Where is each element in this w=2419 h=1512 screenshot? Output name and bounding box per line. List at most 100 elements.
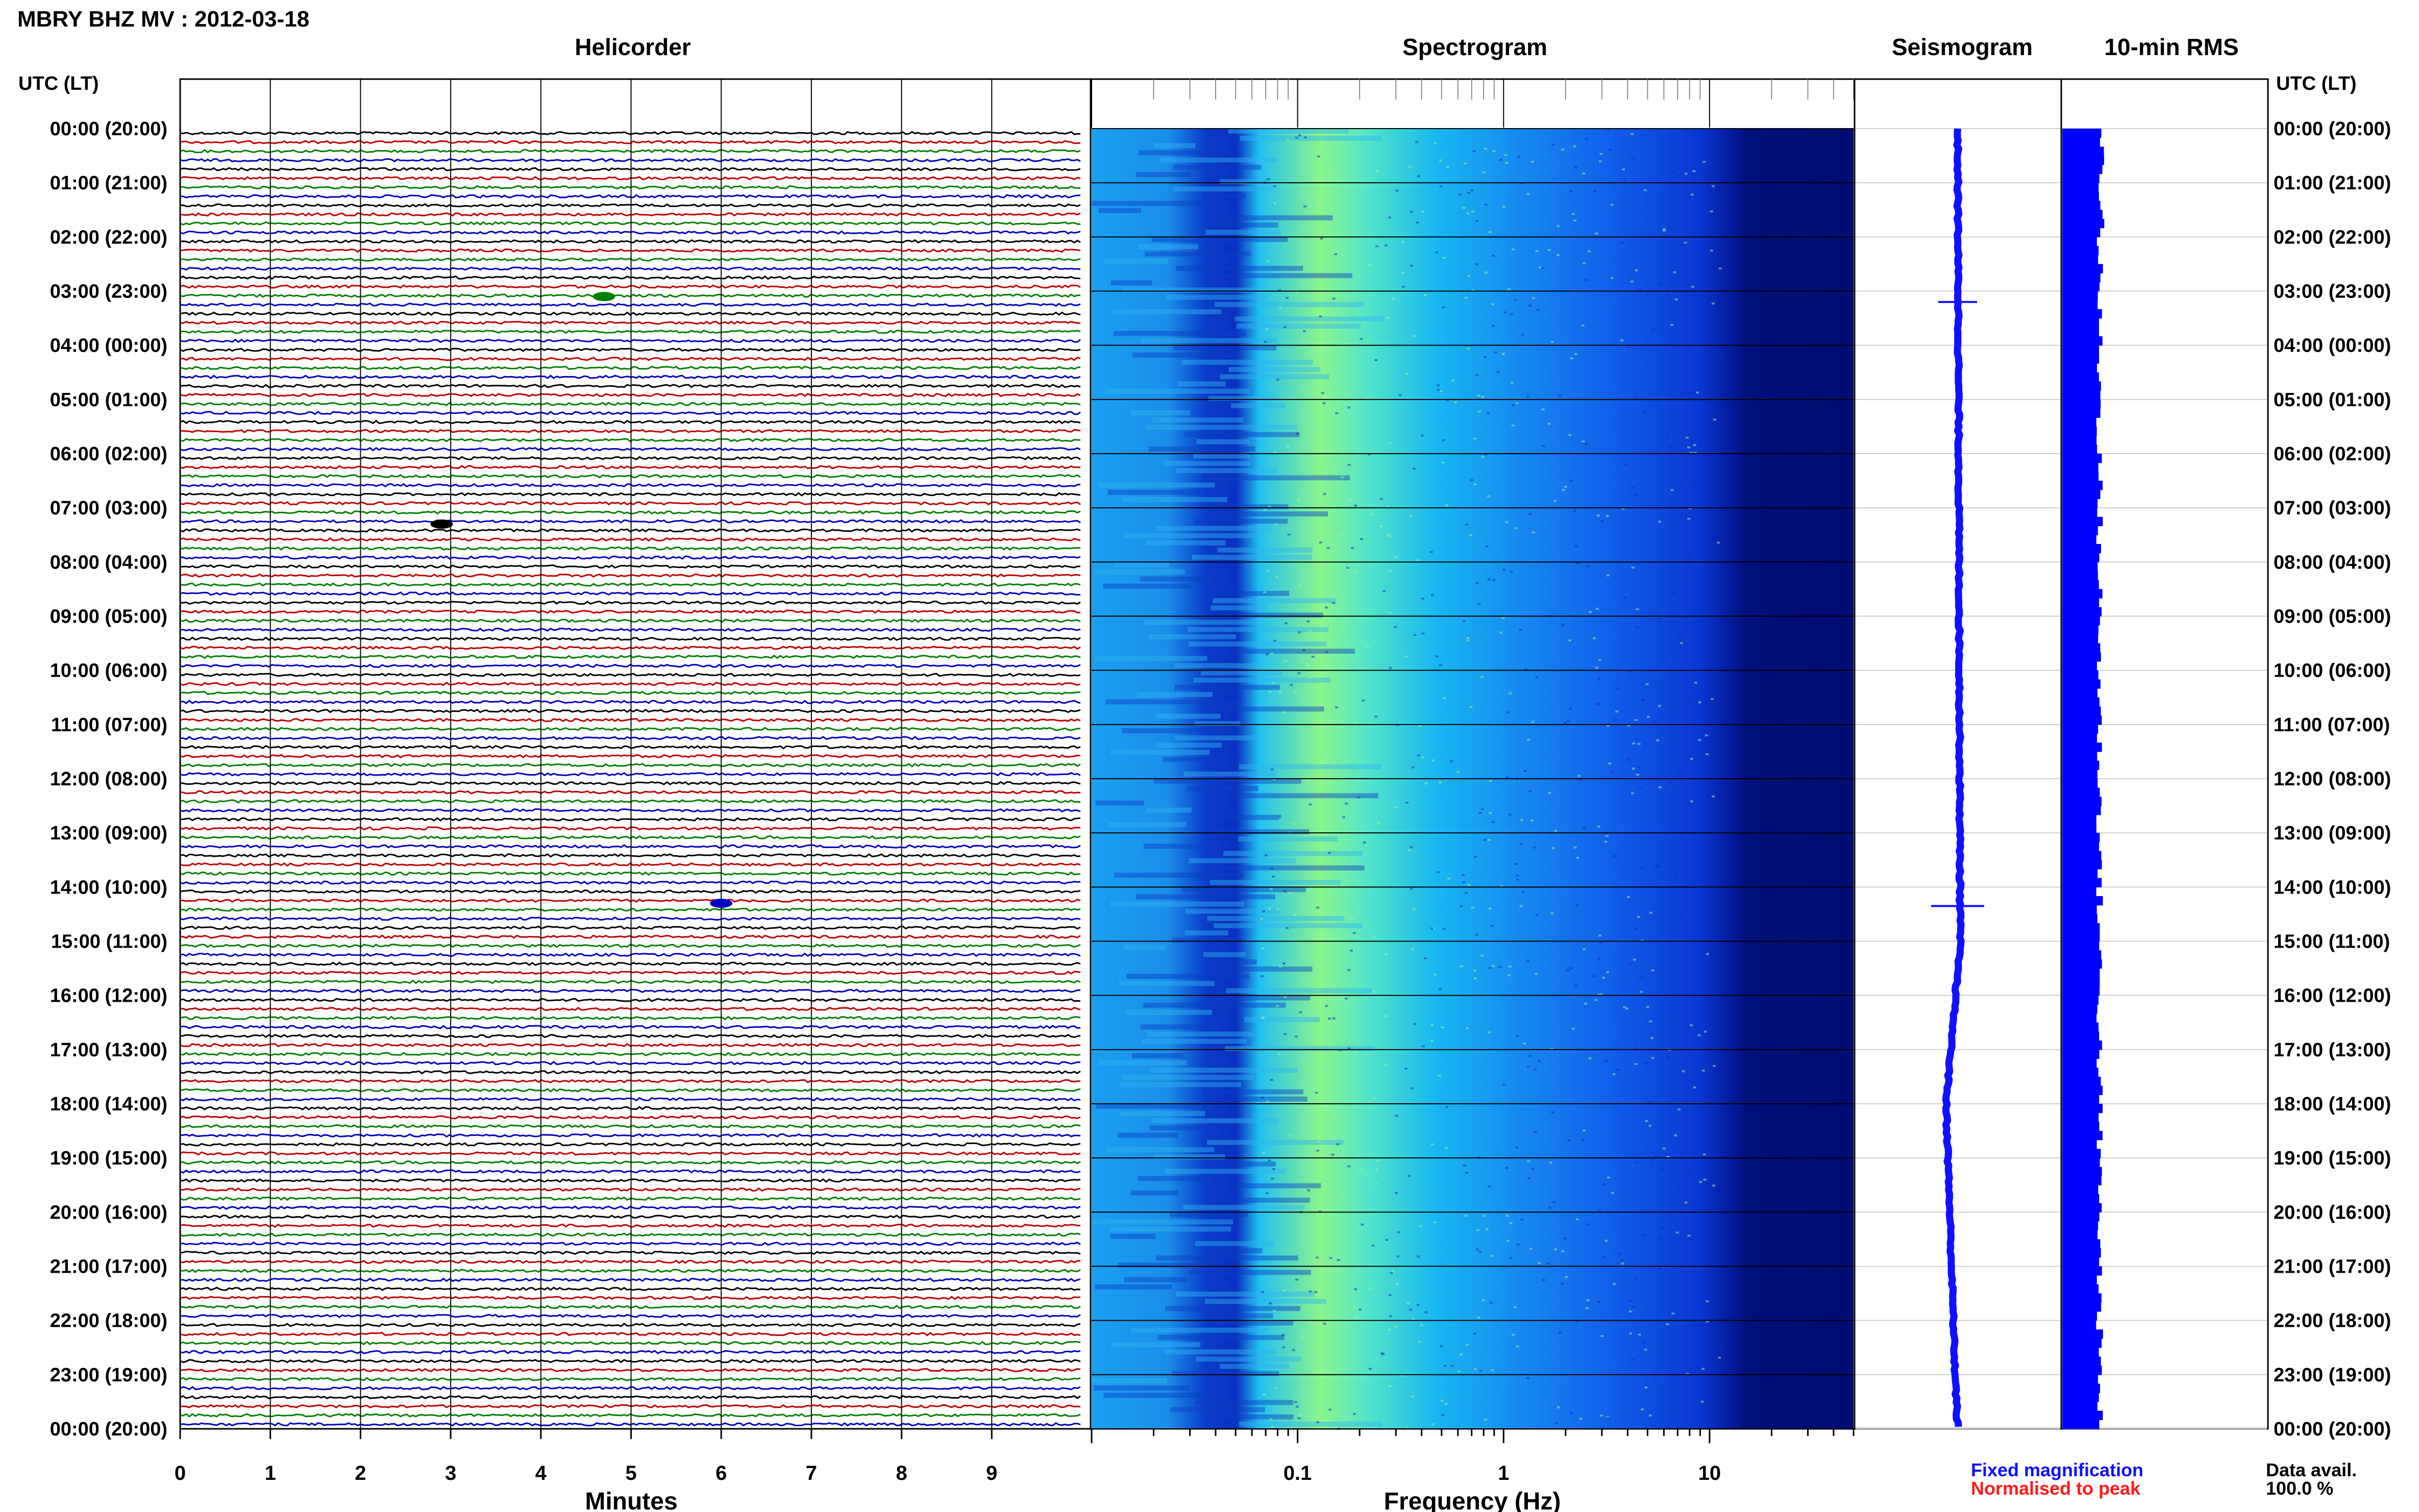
spectrogram-cell xyxy=(1198,504,1289,509)
rms-bar xyxy=(2062,634,2099,644)
spectrogram-cell xyxy=(1211,605,1267,611)
time-label-right: 12:00 (08:00) xyxy=(2274,769,2391,790)
spectrogram-cell xyxy=(1174,684,1280,690)
spectrogram-cell xyxy=(1174,663,1263,668)
spectrogram-speckle xyxy=(1420,434,1424,437)
spectrogram-speckle xyxy=(1538,266,1542,269)
spectrogram-cell xyxy=(1183,1205,1305,1210)
spectrogram-speckle xyxy=(1375,245,1379,247)
spectrogram-speckle xyxy=(1263,591,1267,593)
spectrogram-speckle xyxy=(1462,874,1465,876)
spectrogram-speckle xyxy=(1363,841,1366,844)
spectrogram-speckle xyxy=(1526,395,1530,398)
spectrogram-cell xyxy=(1118,1132,1178,1138)
rms-bar xyxy=(2062,905,2097,915)
rms-bar xyxy=(2062,164,2103,175)
spectrogram-speckle xyxy=(1547,1262,1550,1265)
rms-bar xyxy=(2062,1239,2101,1249)
helicorder-trace xyxy=(180,1124,1081,1129)
spectrogram-cell xyxy=(1154,779,1301,784)
spectrogram-speckle xyxy=(1575,1320,1578,1322)
spectrogram-speckle xyxy=(1677,1108,1681,1111)
helicorder-trace xyxy=(180,1286,1081,1291)
seismogram-title: Seismogram xyxy=(1892,34,2033,60)
rms-bar xyxy=(2062,499,2098,508)
spectrogram-speckle xyxy=(1551,847,1555,850)
spectrogram-speckle xyxy=(1606,971,1609,974)
spectrogram-speckle xyxy=(1314,1291,1318,1294)
rms-bar xyxy=(2062,950,2102,960)
spectrogram-speckle xyxy=(1655,864,1659,867)
spectrogram-cell xyxy=(1146,807,1192,813)
helicorder-trace xyxy=(180,203,1081,208)
spectrogram-cell xyxy=(1177,381,1226,387)
spectrogram-cell xyxy=(1165,1306,1300,1311)
spectrogram-cell xyxy=(1140,576,1211,582)
spectrogram-speckle xyxy=(1409,1308,1412,1311)
spectrogram-speckle xyxy=(1466,212,1470,215)
spectrogram-cell xyxy=(1236,324,1360,329)
spectrogram-speckle xyxy=(1491,303,1495,306)
spectrogram-speckle xyxy=(1636,773,1639,776)
spectrogram-speckle xyxy=(1368,1368,1372,1370)
helicorder-trace xyxy=(180,1368,1081,1373)
spectrogram-speckle xyxy=(1303,136,1307,139)
rms-bar xyxy=(2062,968,2100,978)
spectrogram-speckle xyxy=(1270,652,1274,655)
spectrogram-speckle xyxy=(1600,993,1603,996)
spectrogram-speckle xyxy=(1626,896,1630,898)
spectrogram-speckle xyxy=(1386,506,1390,508)
spectrogram-speckle xyxy=(1389,569,1392,572)
spectrogram-speckle xyxy=(1316,205,1320,208)
spectrogram-speckle xyxy=(1296,433,1299,435)
spectrogram-speckle xyxy=(1514,527,1518,530)
spectrogram-cell xyxy=(1238,836,1338,842)
spectrogram-speckle xyxy=(1467,192,1470,194)
spectrogram-speckle xyxy=(1528,513,1532,515)
spectrogram-speckle xyxy=(1443,697,1446,700)
spectrogram-speckle xyxy=(1634,928,1637,930)
helicorder-title: Helicorder xyxy=(575,34,691,60)
spectrogram-cell xyxy=(1159,157,1277,163)
spectrogram-speckle xyxy=(1719,352,1722,354)
time-label-right: 00:00 (20:00) xyxy=(2274,1419,2391,1440)
spectrogram-speckle xyxy=(1394,1325,1398,1328)
helicorder-trace xyxy=(180,1422,1081,1427)
spectrogram-speckle xyxy=(1273,185,1276,188)
spectrogram-speckle xyxy=(1533,846,1536,849)
spectrogram-speckle xyxy=(1645,683,1649,685)
helicorder-trace xyxy=(180,221,1081,226)
rms-bar xyxy=(2062,1212,2100,1222)
spectrogram-speckle xyxy=(1356,796,1360,799)
spectrogram-speckle xyxy=(1506,711,1510,714)
spectrogram-speckle xyxy=(1651,1424,1655,1426)
rms-bar xyxy=(2062,625,2099,635)
helicorder-trace xyxy=(180,158,1081,163)
spectrogram-speckle xyxy=(1574,545,1578,548)
spectrogram-speckle xyxy=(1583,262,1586,264)
spectrogram-speckle xyxy=(1265,1192,1269,1195)
spectrogram-speckle xyxy=(1262,1152,1265,1154)
spectrogram-speckle xyxy=(1431,927,1435,929)
spectrogram-speckle xyxy=(1636,626,1639,628)
spectrogram-speckle xyxy=(1694,681,1697,684)
spectrogram-cell xyxy=(1198,706,1324,712)
helicorder-trace xyxy=(180,817,1081,822)
spectrogram-speckle xyxy=(1547,423,1551,425)
helicorder-trace xyxy=(180,266,1081,271)
spectrogram-speckle xyxy=(1569,190,1573,192)
spectrogram-speckle xyxy=(1337,1259,1340,1261)
spectrogram-speckle xyxy=(1632,1305,1636,1308)
rms-bar xyxy=(2062,399,2101,409)
spectrogram-cell xyxy=(1216,511,1328,517)
spectrogram-speckle xyxy=(1627,724,1631,727)
helicorder-trace xyxy=(180,1151,1081,1156)
spectrogram-speckle xyxy=(1371,1244,1375,1247)
spectrogram-speckle xyxy=(1568,639,1572,642)
spectrogram-cell xyxy=(1175,468,1277,474)
spectrogram-speckle xyxy=(1516,1345,1519,1348)
spectrogram-speckle xyxy=(1360,338,1363,340)
spectrogram-speckle xyxy=(1487,578,1491,581)
time-label-left: 00:00 (20:00) xyxy=(50,1419,167,1440)
spectrogram-speckle xyxy=(1684,172,1688,175)
